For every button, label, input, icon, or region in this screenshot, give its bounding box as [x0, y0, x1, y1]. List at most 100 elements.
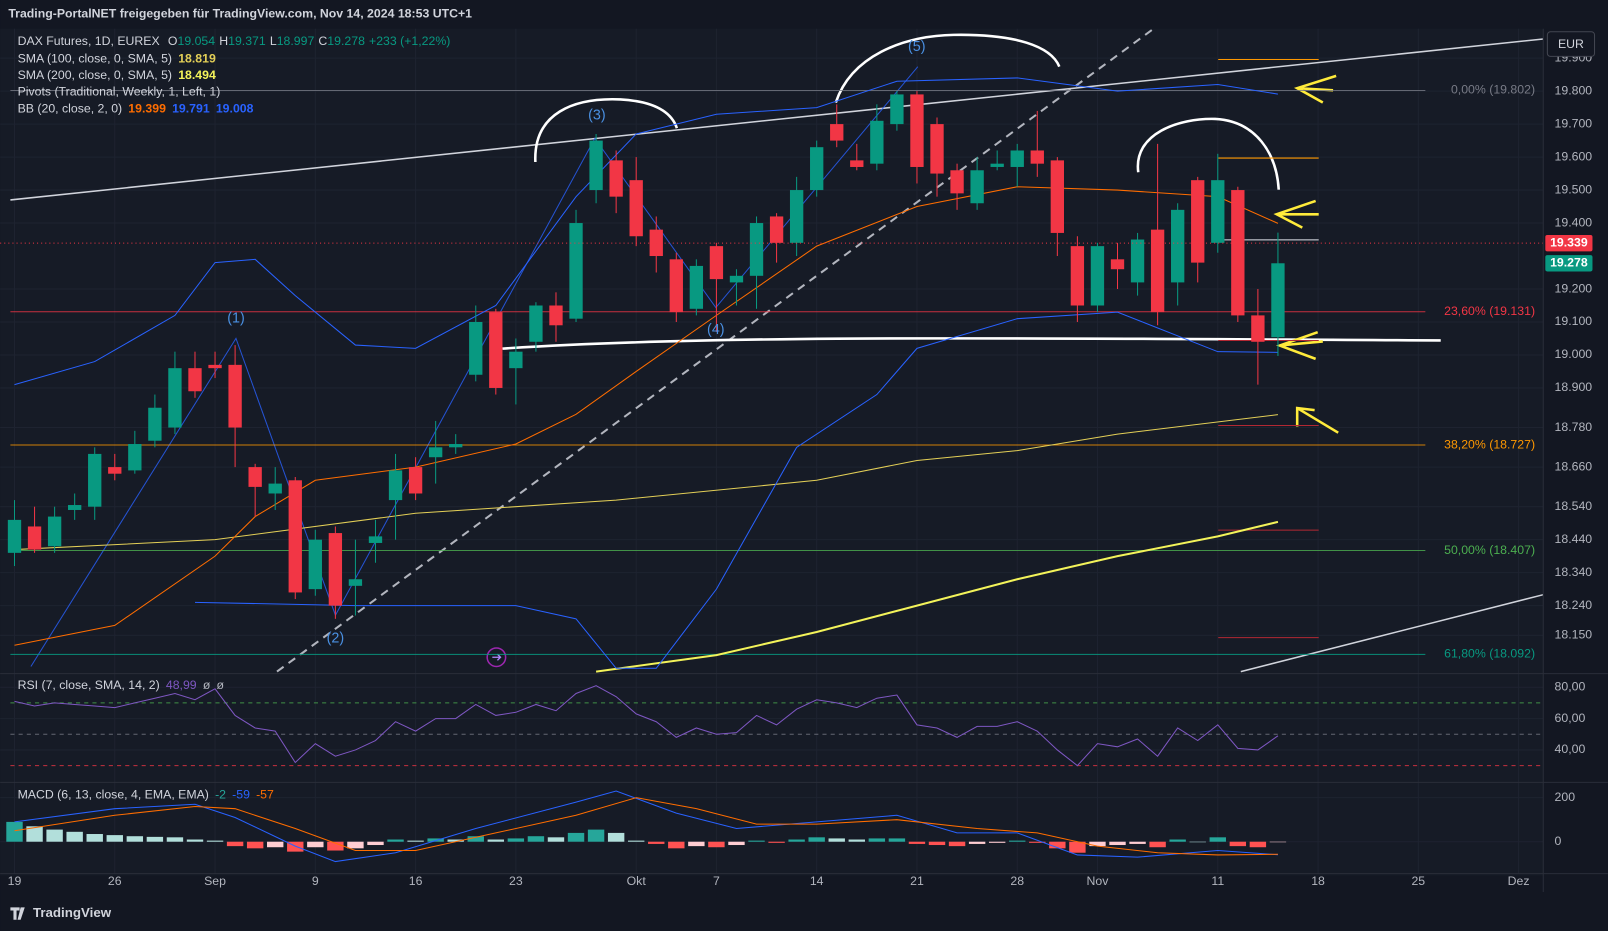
candle-body [128, 444, 142, 471]
trend-line [1240, 593, 1544, 673]
y-tick-label: 18.440 [1555, 532, 1593, 546]
fib-label: 50,00% (18.407) [1444, 543, 1535, 557]
candle-body [1070, 246, 1085, 306]
y-tick-label: 19.500 [1555, 182, 1593, 196]
candle-body [950, 170, 964, 194]
pane-legend: RSI (7, close, SMA, 14, 2) 48,99 ø ø [18, 678, 225, 692]
macd-histogram-bar [46, 829, 63, 842]
indicator-line [14, 77, 1279, 386]
y-tick-label: 19.200 [1555, 281, 1593, 295]
candle-body [27, 526, 42, 550]
candle-body [549, 305, 563, 326]
candle-body [509, 351, 523, 369]
candle-body [1030, 150, 1044, 164]
macd-histogram-bar [6, 821, 23, 842]
fib-label: 38,20% (18.727) [1444, 437, 1535, 451]
y-tick-label: 40,00 [1555, 742, 1586, 756]
candle-body [749, 223, 764, 276]
price-badge [1545, 255, 1593, 272]
candle-body [1231, 190, 1245, 316]
indicator-line [14, 414, 1279, 551]
macd-histogram-bar [1109, 841, 1126, 846]
macd-histogram-bar [1009, 840, 1026, 842]
candle-body [970, 170, 984, 204]
arrow [1273, 199, 1319, 229]
y-tick-label: 19.100 [1555, 314, 1593, 328]
macd-histogram-bar [627, 840, 645, 842]
candle-body [669, 259, 683, 313]
candle-body [649, 229, 663, 257]
macd-histogram-bar [206, 840, 224, 842]
macd-histogram-bar [327, 841, 344, 851]
macd-histogram-bar [848, 839, 865, 842]
macd-histogram-bar [607, 832, 625, 842]
arrow [1275, 330, 1323, 361]
candle-body [308, 539, 322, 590]
price-badge-label: 19.278 [1550, 256, 1588, 270]
x-tick-label: 11 [1211, 874, 1224, 888]
candle-body [529, 305, 543, 342]
candle-body [709, 246, 724, 280]
arrow [1293, 74, 1337, 104]
pane-value: -59 [232, 788, 250, 802]
pane-title: MACD (6, 13, close, 4, EMA, EMA) [18, 788, 209, 802]
macd-histogram-bar [106, 835, 123, 842]
indicator-value: 18.819 [178, 52, 216, 66]
y-tick-label: 18.340 [1555, 565, 1593, 579]
legend-symbol: DAX Futures, 1D, EUREX [18, 34, 160, 48]
currency-box[interactable] [1546, 31, 1596, 57]
x-tick-label: 26 [108, 874, 122, 888]
indicator-legend: Pivots (Traditional, Weekly, 1, Left, 1) [18, 85, 221, 99]
wave-label: (4) [707, 322, 725, 338]
footer-logo[interactable]: TradingView [33, 905, 112, 920]
candle-body [1010, 150, 1024, 167]
candle-body [1171, 209, 1185, 283]
macd-histogram-bar [708, 841, 725, 848]
macd-line [14, 797, 1278, 856]
macd-histogram-bar [507, 838, 525, 842]
macd-histogram-bar [246, 841, 264, 849]
candle-body [148, 407, 162, 441]
candle-body [830, 124, 844, 141]
macd-histogram-bar [527, 836, 545, 842]
candle-body [990, 163, 1004, 167]
legend-symbol-line: DAX Futures, 1D, EUREX O19.054 H19.371 L18.… [18, 34, 451, 48]
candle-body [469, 321, 483, 375]
candle-body [870, 120, 884, 164]
candle-body [1251, 315, 1265, 342]
candle-body [789, 190, 804, 243]
x-tick-label: 23 [509, 874, 523, 888]
macd-histogram-bar [868, 838, 886, 842]
x-tick-label: 18 [1311, 874, 1325, 888]
macd-histogram-bar [307, 841, 324, 848]
candle-body [168, 368, 182, 428]
pane-value: -57 [256, 788, 274, 802]
macd-histogram-bar [728, 841, 745, 846]
indicator-name: Pivots (Traditional, Weekly, 1, Left, 1) [18, 85, 221, 99]
candle-body [449, 444, 463, 448]
ohlc-key: C [318, 34, 327, 48]
candle-body [208, 364, 222, 369]
candle-body [589, 140, 603, 191]
y-tick-label: 18.150 [1555, 628, 1593, 642]
y-tick-label: 19.400 [1555, 215, 1593, 229]
candle-body [689, 265, 704, 309]
macd-histogram-bar [467, 836, 484, 842]
currency[interactable]: EUR [1558, 37, 1584, 51]
macd-histogram-bar [587, 829, 605, 842]
fib-label: 23,60% (19.131) [1444, 304, 1535, 318]
ohlc-value: 18.997 [277, 34, 315, 48]
macd-histogram-bar [808, 837, 825, 842]
dashed-trend-line [276, 27, 1155, 673]
candle-body [288, 480, 302, 593]
x-tick-label: 9 [312, 874, 319, 888]
macd-histogram-bar [968, 841, 986, 844]
candle-body [769, 216, 784, 243]
trend-line [10, 38, 1544, 201]
indicator-legend: SMA (200, close, 0, SMA, 5) 18.494 [18, 68, 216, 82]
x-tick-label: 19 [8, 874, 22, 888]
y-tick-label: 18.900 [1555, 380, 1593, 394]
candle-body [1090, 246, 1105, 306]
